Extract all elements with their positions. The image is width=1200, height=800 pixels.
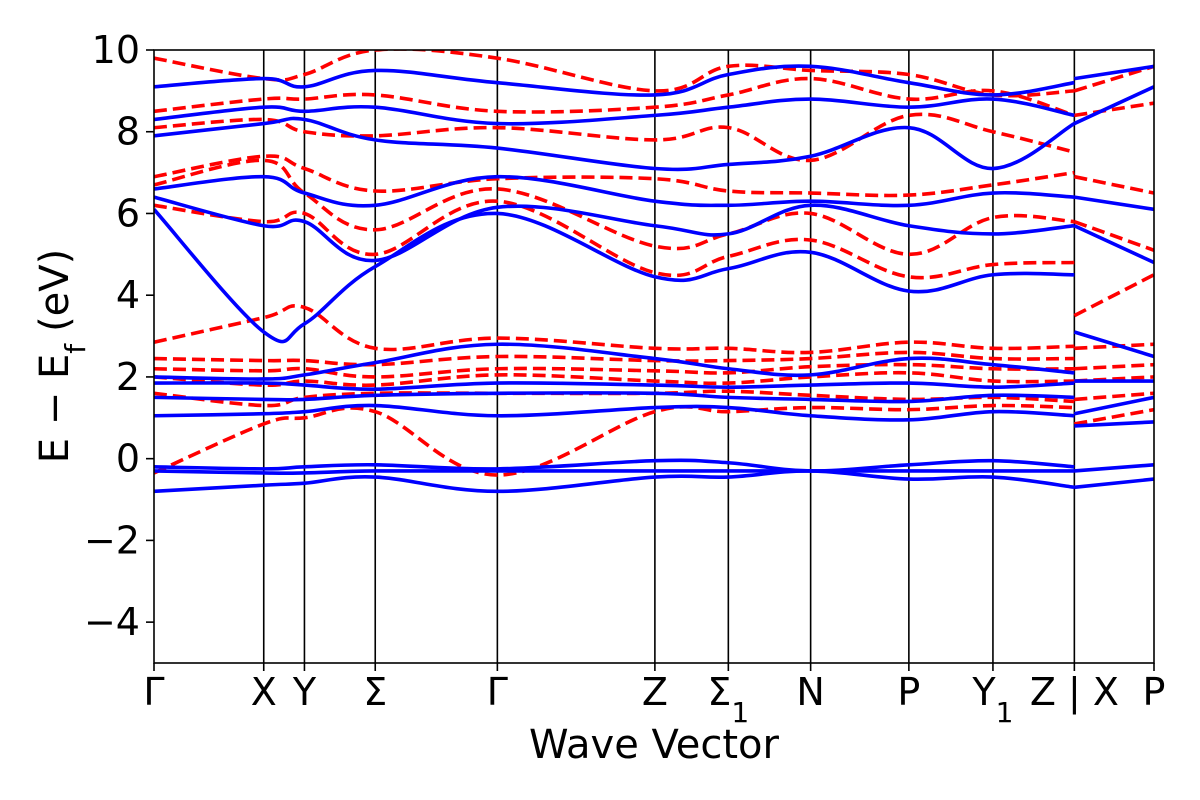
band-line-dashed [154, 403, 1075, 477]
band-line-solid [154, 64, 1075, 97]
y-ticks: −4 −2 0 2 4 6 8 10 [84, 28, 154, 644]
band-line-solid [154, 116, 1076, 172]
band-line-solid [1074, 477, 1154, 490]
band-line-solid [154, 469, 1075, 494]
band-line-solid [154, 208, 1075, 344]
x-tick-label: Σ1 [707, 670, 749, 729]
y-tick-label: 10 [92, 28, 140, 72]
band-line-dashed [154, 154, 1075, 198]
band-line-dashed [154, 50, 1075, 98]
band-line-dashed [1073, 174, 1154, 195]
band-line-solid [154, 342, 1075, 381]
band-line-dashed [1074, 375, 1154, 383]
y-tick-label: −2 [84, 518, 140, 562]
x-tick-label: Σ [363, 670, 387, 714]
band-line-dashed [154, 370, 1075, 388]
band-line-dashed [1074, 342, 1154, 351]
band-line-dashed [1074, 407, 1154, 426]
x-tick-label: N [796, 670, 824, 714]
x-tick-label: Z [642, 670, 668, 714]
band-line-dashed [154, 76, 1075, 118]
band-line-dashed [154, 158, 1075, 257]
band-line-solid [154, 174, 1075, 208]
band-line-dashed [154, 112, 1075, 163]
y-axis-label-main: E − E [32, 354, 78, 464]
band-line-dashed [1073, 219, 1154, 252]
y-tick-label: 4 [116, 273, 140, 317]
band-line-solid [1073, 330, 1154, 359]
x-tick-label: Γ [487, 670, 508, 714]
x-tick-label: X [251, 670, 277, 714]
band-line-dashed [154, 362, 1075, 379]
band-line-solid [154, 468, 1075, 476]
band-line-dashed [1073, 273, 1154, 318]
x-tick-label-sub: 1 [996, 696, 1014, 729]
band-line-solid [154, 391, 1075, 404]
high-symmetry-lines [262, 50, 1076, 663]
band-line-dashed [154, 304, 1075, 355]
band-line-solid [154, 195, 1075, 263]
x-tick-label: Y1 [971, 670, 1013, 729]
y-tick-label: −4 [84, 600, 140, 644]
y-axis-label-sub: f [59, 343, 92, 354]
band-line-solid [154, 381, 1075, 391]
band-line-solid [1074, 64, 1154, 81]
band-line-dashed [1074, 101, 1154, 118]
band-line-solid [154, 97, 1075, 126]
band-line-solid [1074, 420, 1154, 428]
band-line-solid [1074, 195, 1154, 212]
band-line-dashed [1074, 391, 1154, 402]
y-axis-label: E − Ef (eV) [32, 249, 92, 464]
band-line-solid [154, 458, 1075, 473]
x-tick-label-sub: 1 [731, 696, 749, 729]
band-line-solid [1074, 463, 1154, 473]
band-line-dashed [154, 350, 1075, 367]
y-tick-label: 2 [116, 355, 140, 399]
x-axis-label: Wave Vector [529, 722, 780, 768]
band-line-dashed [154, 199, 1075, 280]
x-tick-label: Y [292, 670, 317, 714]
band-line-solid [1073, 85, 1154, 126]
band-line-solid [154, 403, 1075, 422]
band-line-solid [1073, 395, 1154, 416]
y-tick-label: 8 [116, 110, 140, 154]
x-tick-label: P [897, 670, 920, 714]
band-line-solid [1073, 224, 1154, 265]
x-tick-label: Γ [143, 670, 164, 714]
x-tick-label: P [1143, 670, 1166, 714]
y-axis-label-unit: (eV) [32, 249, 78, 332]
band-lines [154, 50, 1154, 494]
y-tick-label: 0 [116, 437, 140, 481]
y-tick-label: 6 [116, 191, 140, 235]
band-line-dashed [1073, 64, 1154, 93]
plot-frame [153, 49, 1155, 664]
x-ticks: Γ X Y Σ Γ Z Σ1 N P Y1 Z | X P [143, 663, 1165, 729]
band-line-dashed [1074, 362, 1154, 371]
x-tick-label: Z | X [1030, 670, 1119, 715]
